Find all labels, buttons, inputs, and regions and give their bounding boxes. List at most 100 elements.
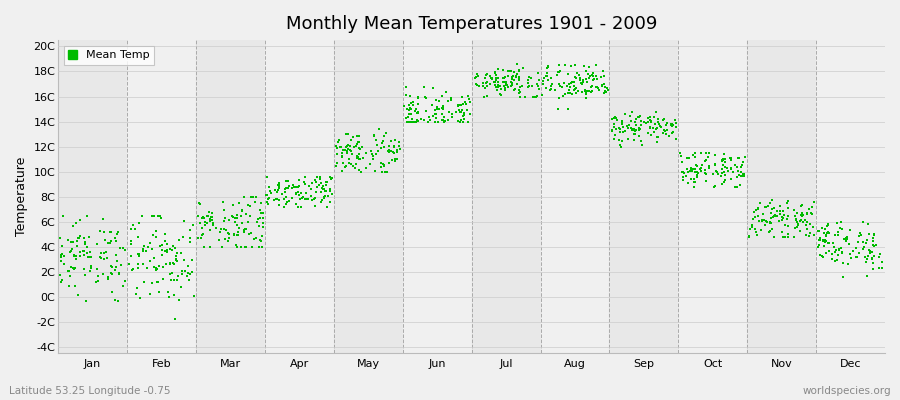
Point xyxy=(812,242,826,249)
Point xyxy=(651,134,665,140)
Point xyxy=(238,226,252,233)
Point xyxy=(431,118,446,125)
Point xyxy=(292,192,307,198)
Point xyxy=(591,85,606,91)
Point xyxy=(436,106,450,112)
Point xyxy=(206,221,220,228)
Point xyxy=(227,232,241,238)
Point xyxy=(503,68,517,74)
Point xyxy=(851,250,866,257)
Point xyxy=(192,200,206,206)
Point xyxy=(330,145,345,152)
Point xyxy=(489,75,503,82)
Point xyxy=(699,157,714,163)
Point xyxy=(752,206,766,212)
Point xyxy=(378,168,392,175)
Point xyxy=(567,62,581,68)
Point xyxy=(830,220,844,226)
Point xyxy=(410,110,425,116)
Point xyxy=(428,114,443,121)
Point xyxy=(256,215,270,222)
Point xyxy=(688,169,702,176)
Point xyxy=(184,257,199,264)
Point xyxy=(177,268,192,275)
Point xyxy=(802,221,816,228)
Point xyxy=(338,147,352,153)
Point xyxy=(292,182,307,189)
Point xyxy=(755,218,770,224)
Point xyxy=(238,194,252,200)
Point xyxy=(133,294,148,301)
Point xyxy=(581,75,596,81)
Point xyxy=(536,74,551,81)
Point xyxy=(781,223,796,230)
Point xyxy=(193,220,207,226)
Point xyxy=(664,130,679,136)
Point xyxy=(203,227,218,233)
Point xyxy=(480,71,494,77)
Point xyxy=(634,118,648,124)
Point xyxy=(748,214,762,220)
Point xyxy=(529,93,544,100)
Point xyxy=(149,266,164,273)
Point xyxy=(215,198,230,205)
Point xyxy=(470,82,484,88)
Point xyxy=(508,86,522,92)
Point xyxy=(96,250,111,256)
Point xyxy=(77,248,92,254)
Point xyxy=(259,192,274,198)
Point xyxy=(552,62,566,68)
Point xyxy=(382,143,396,150)
Point xyxy=(277,204,292,210)
Point xyxy=(834,245,849,252)
Point xyxy=(525,83,539,89)
Point xyxy=(430,104,445,110)
Point xyxy=(293,204,308,210)
Point xyxy=(728,162,742,168)
Point xyxy=(429,111,444,117)
Point xyxy=(292,177,307,183)
Point xyxy=(708,167,723,174)
Point xyxy=(136,246,150,253)
Point xyxy=(626,127,641,134)
Point xyxy=(506,73,520,79)
Point xyxy=(817,239,832,245)
Point xyxy=(565,79,580,85)
Point xyxy=(820,222,834,229)
Point xyxy=(230,232,245,238)
Point xyxy=(552,68,566,75)
Point xyxy=(256,210,270,216)
Point xyxy=(689,169,704,175)
Point xyxy=(302,196,316,202)
Point xyxy=(744,224,759,230)
Point xyxy=(532,85,546,92)
Point xyxy=(675,168,689,175)
Point xyxy=(566,87,580,93)
Point xyxy=(776,233,790,240)
Point xyxy=(787,233,801,240)
Point xyxy=(867,252,881,259)
Point xyxy=(108,238,122,244)
Point xyxy=(563,84,578,91)
Point xyxy=(562,90,576,96)
Point xyxy=(497,75,511,81)
Point xyxy=(789,219,804,225)
Point xyxy=(340,142,355,149)
Point xyxy=(820,230,834,236)
Point xyxy=(455,101,470,108)
Point xyxy=(175,284,189,290)
Point xyxy=(806,198,821,205)
Bar xyxy=(402,40,472,354)
Point xyxy=(565,91,580,98)
Point xyxy=(828,248,842,255)
Point xyxy=(608,126,623,132)
Point xyxy=(456,116,471,122)
Point xyxy=(690,174,705,181)
Point xyxy=(137,279,151,286)
Point xyxy=(673,150,688,156)
Point xyxy=(297,174,311,180)
Point xyxy=(873,251,887,257)
Point xyxy=(184,227,198,233)
Point xyxy=(490,77,504,84)
Point xyxy=(401,118,416,125)
